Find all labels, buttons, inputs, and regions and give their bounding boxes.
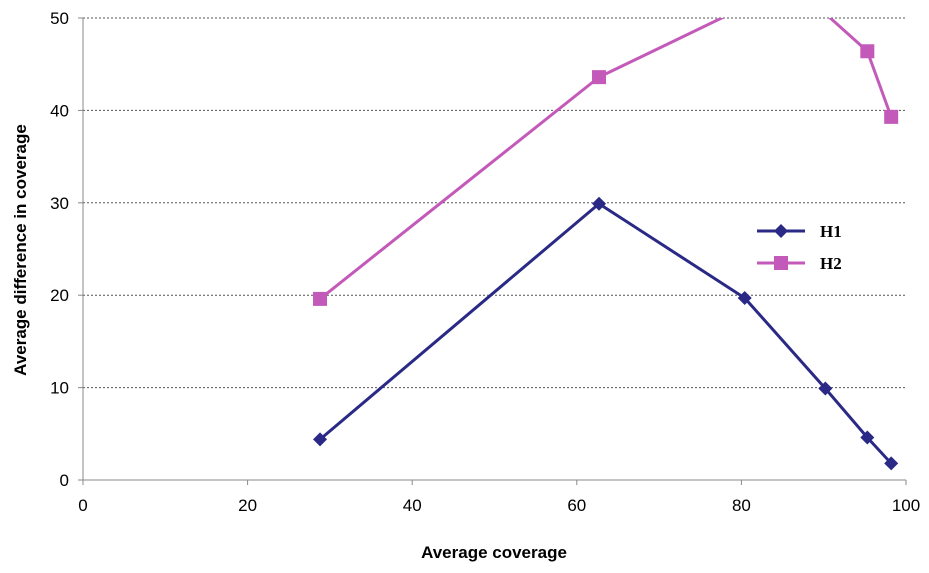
x-tick-label: 0 [78, 496, 87, 515]
series-h1 [313, 196, 899, 471]
axes [82, 18, 906, 481]
legend: H1 H2 [757, 222, 842, 273]
x-tick-label: 20 [238, 496, 257, 515]
legend-label: H1 [820, 222, 842, 241]
data-point [860, 44, 875, 59]
series-h2 [313, 18, 899, 306]
series-line-h2 [319, 18, 893, 301]
x-tick-label: 60 [567, 496, 586, 515]
y-tick-label: 50 [50, 9, 69, 28]
data-point [818, 381, 833, 396]
y-tick-label: 20 [50, 286, 69, 305]
legend-marker [774, 224, 788, 238]
y-tick-label: 0 [60, 471, 69, 490]
data-point [592, 196, 607, 211]
series-group [313, 18, 899, 471]
x-tick-label: 40 [403, 496, 422, 515]
data-point [313, 291, 328, 306]
data-point [884, 456, 899, 471]
legend-label: H2 [820, 254, 842, 273]
y-axis-title: Average difference in coverage [11, 124, 30, 376]
y-tick-label: 10 [50, 379, 69, 398]
y-tick-label: 30 [50, 194, 69, 213]
x-tick-label: 100 [892, 496, 920, 515]
data-point [860, 430, 875, 445]
tick-labels: 0 10 20 30 40 50 0 20 40 60 80 100 [50, 9, 920, 515]
y-tick-label: 40 [50, 101, 69, 120]
legend-item-h2: H2 [757, 254, 842, 273]
legend-marker [774, 256, 788, 270]
data-point [592, 70, 607, 85]
gridlines [83, 17, 906, 389]
series-line-h1 [319, 202, 893, 465]
legend-item-h1: H1 [757, 222, 842, 241]
x-axis-title: Average coverage [421, 543, 567, 562]
data-point [313, 432, 328, 447]
data-point [737, 290, 752, 305]
data-point [884, 109, 899, 124]
x-tick-label: 80 [732, 496, 751, 515]
